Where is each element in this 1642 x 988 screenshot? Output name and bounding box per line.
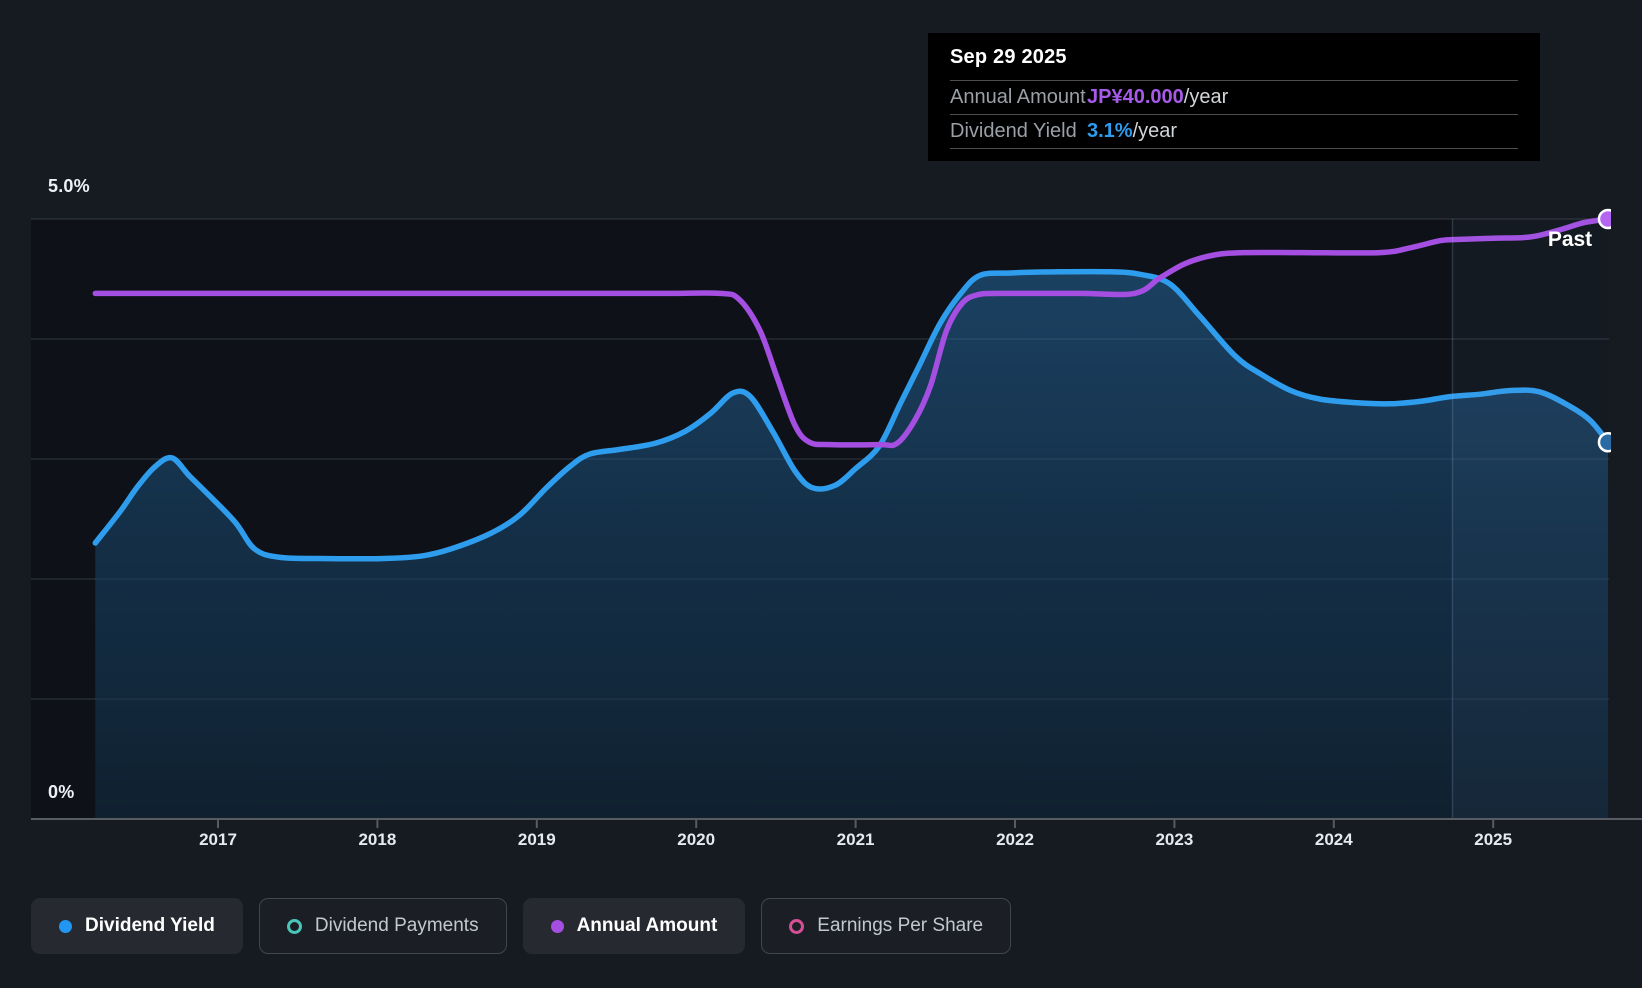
legend-label: Dividend Payments bbox=[314, 915, 479, 936]
tooltip-row-value: 3.1% bbox=[1087, 120, 1133, 142]
x-tick-label-2020: 2020 bbox=[677, 830, 716, 849]
x-tick-label-2022: 2022 bbox=[996, 830, 1034, 849]
legend-button-earnings-per-share[interactable]: Earnings Per Share bbox=[761, 898, 1012, 954]
legend: Dividend Yield Dividend Payments Annual Am… bbox=[31, 898, 1012, 954]
legend-label: Earnings Per Share bbox=[817, 915, 984, 936]
tooltip-date: Sep 29 2025 bbox=[950, 46, 1518, 81]
legend-dot-icon bbox=[59, 919, 72, 933]
x-tick-label-2021: 2021 bbox=[836, 830, 875, 849]
legend-dot-icon bbox=[550, 919, 564, 933]
tooltip-row-annual-amount: Annual Amount JP¥40.000/year bbox=[950, 81, 1518, 115]
legend-button-dividend-yield[interactable]: Dividend Yield bbox=[31, 898, 243, 954]
x-tick-label-2024: 2024 bbox=[1314, 830, 1353, 849]
series-line-dividend-yield bbox=[92, 268, 1611, 562]
series-line-annual-amount bbox=[92, 216, 1611, 449]
x-tick-label-2018: 2018 bbox=[358, 830, 397, 849]
x-axis-ticks bbox=[217, 819, 1495, 828]
tooltip-row-suffix: /year bbox=[1132, 120, 1178, 142]
tooltip-row-value: JP¥40.000 bbox=[1087, 86, 1184, 108]
tooltip-rows: Annual Amount JP¥40.000/year Dividend Yiel… bbox=[950, 81, 1518, 149]
past-region-band bbox=[1451, 219, 1609, 819]
legend-button-dividend-payments[interactable]: Dividend Payments bbox=[258, 898, 507, 954]
x-tick-label-2025: 2025 bbox=[1474, 830, 1513, 849]
x-tick-label-2019: 2019 bbox=[517, 830, 556, 849]
legend-ring-icon bbox=[789, 918, 805, 934]
tooltip-row-dividend-yield: Dividend Yield 3.1%/year bbox=[950, 115, 1518, 149]
end-marker-dividend-yield bbox=[1597, 431, 1611, 453]
legend-label: Annual Amount bbox=[576, 915, 718, 936]
end-marker-annual-amount bbox=[1597, 208, 1611, 230]
x-tick-label-2023: 2023 bbox=[1155, 830, 1194, 849]
legend-button-annual-amount[interactable]: Annual Amount bbox=[522, 898, 746, 954]
past-label: Past bbox=[1547, 228, 1593, 251]
tooltip-row-suffix: /year bbox=[1183, 86, 1229, 108]
legend-ring-icon bbox=[286, 918, 302, 934]
y-axis-label-top: 5.0% bbox=[48, 176, 90, 196]
series-area-dividend-yield bbox=[95, 271, 1608, 819]
tooltip-row-label: Annual Amount bbox=[950, 86, 1086, 108]
tooltip-row-label: Dividend Yield bbox=[950, 120, 1077, 142]
legend-label: Dividend Yield bbox=[85, 915, 215, 936]
x-tick-label-2017: 2017 bbox=[199, 830, 237, 849]
x-axis-labels: 2017 2018 2019 2020 2021 2022 2023 2024 2025 bbox=[0, 830, 1642, 856]
chart-tooltip: Sep 29 2025 Annual Amount JP¥40.000/year D… bbox=[928, 33, 1540, 161]
y-axis-label-bottom: 0% bbox=[48, 782, 75, 802]
